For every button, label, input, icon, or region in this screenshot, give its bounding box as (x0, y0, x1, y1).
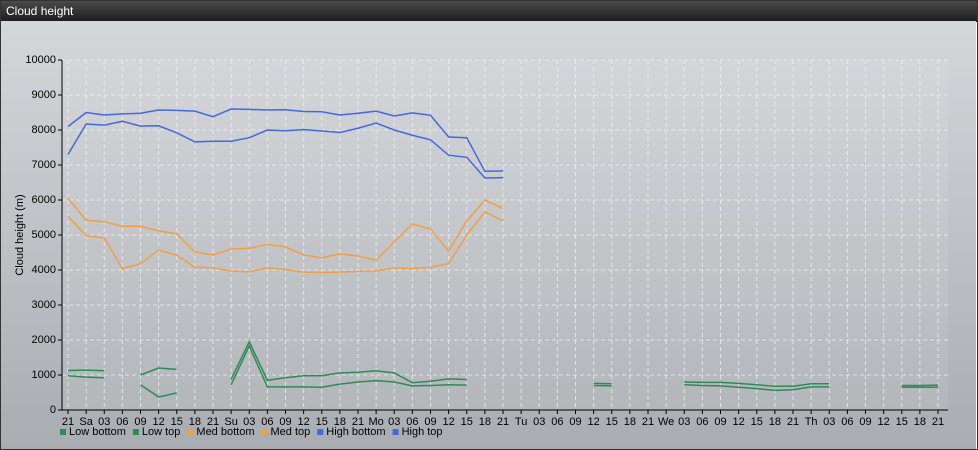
legend-label: Med bottom (196, 426, 254, 438)
legend-label: Med top (271, 426, 311, 438)
x-tick-label: 21 (642, 416, 654, 428)
x-tick-label: 21 (352, 416, 364, 428)
y-tick-label: 5000 (32, 229, 56, 241)
y-tick-label: 6000 (32, 194, 56, 206)
series-line (67, 197, 504, 262)
series-line (67, 210, 504, 274)
x-tick-label: 06 (261, 416, 273, 428)
y-tick-label: 3000 (32, 299, 56, 311)
x-tick-label: 06 (116, 416, 128, 428)
y-tick-label: 1000 (32, 369, 56, 381)
y-tick-label: 10000 (25, 54, 56, 66)
x-tick-label: 06 (841, 416, 853, 428)
legend-swatch (392, 429, 399, 435)
x-tick-label: Su (224, 416, 237, 428)
x-tick-label: 21 (932, 416, 944, 428)
x-tick-label: 03 (823, 416, 835, 428)
legend-swatch (60, 429, 66, 435)
y-axis-label: Cloud height (m) (14, 194, 26, 275)
x-tick-label: 21 (207, 416, 219, 428)
x-tick-label: 15 (606, 416, 618, 428)
series-line (67, 120, 504, 179)
legend-swatch (132, 429, 139, 435)
legend-label: Low bottom (69, 426, 126, 438)
x-tick-label: 18 (189, 416, 201, 428)
x-tick-label: 09 (424, 416, 436, 428)
x-tick-label: 03 (98, 416, 110, 428)
x-tick-label: Sa (79, 416, 93, 428)
x-tick-label: 06 (551, 416, 563, 428)
x-tick-label: 15 (171, 416, 183, 428)
x-tick-label: Th (805, 416, 818, 428)
x-tick-label: 09 (279, 416, 291, 428)
y-tick-label: 0 (50, 404, 56, 416)
x-tick-label: 12 (733, 416, 745, 428)
x-tick-label: 18 (479, 416, 491, 428)
x-tick-label: 12 (588, 416, 600, 428)
x-tick-label: 21 (787, 416, 799, 428)
x-tick-label: 06 (696, 416, 708, 428)
x-tick-label: 03 (678, 416, 690, 428)
x-tick-label: 15 (751, 416, 763, 428)
x-tick-label: 18 (624, 416, 636, 428)
y-tick-label: 4000 (32, 264, 56, 276)
x-tick-label: 15 (896, 416, 908, 428)
x-tick-label: 15 (461, 416, 473, 428)
x-tick-label: 09 (859, 416, 871, 428)
legend-swatch (187, 429, 194, 435)
x-tick-label: Mo (368, 416, 383, 428)
y-tick-label: 9000 (32, 89, 56, 101)
x-tick-label: 21 (497, 416, 509, 428)
x-tick-label: Tu (515, 416, 527, 428)
x-tick-label: 18 (334, 416, 346, 428)
x-tick-label: 09 (569, 416, 581, 428)
legend-label: High bottom (326, 426, 385, 438)
x-tick-label: We (658, 416, 674, 428)
x-tick-label: 18 (769, 416, 781, 428)
x-tick-label: 21 (62, 416, 74, 428)
x-tick-label: 09 (134, 416, 146, 428)
x-tick-label: 12 (153, 416, 165, 428)
x-tick-label: 15 (316, 416, 328, 428)
legend-label: High top (402, 426, 443, 438)
series-line (67, 108, 504, 173)
x-tick-label: 12 (298, 416, 310, 428)
legend-swatch (317, 429, 324, 435)
x-tick-label: 09 (714, 416, 726, 428)
series-line (67, 344, 938, 398)
y-tick-label: 7000 (32, 159, 56, 171)
x-tick-label: 06 (406, 416, 418, 428)
x-tick-label: 12 (443, 416, 455, 428)
chart: Cloud height (m) 0 1000 2000 3000 4000 5000 60… (1, 21, 976, 449)
x-tick-label: 03 (243, 416, 255, 428)
x-tick-label: 03 (388, 416, 400, 428)
window-title: Cloud height (1, 1, 977, 22)
x-tick-label: 18 (914, 416, 926, 428)
series-line (67, 340, 939, 387)
y-tick-label: 8000 (32, 124, 56, 136)
legend-label: Low top (142, 426, 181, 438)
y-tick-label: 2000 (32, 334, 56, 346)
legend-swatch (261, 429, 268, 435)
x-tick-label: 12 (878, 416, 890, 428)
x-tick-label: 03 (533, 416, 545, 428)
